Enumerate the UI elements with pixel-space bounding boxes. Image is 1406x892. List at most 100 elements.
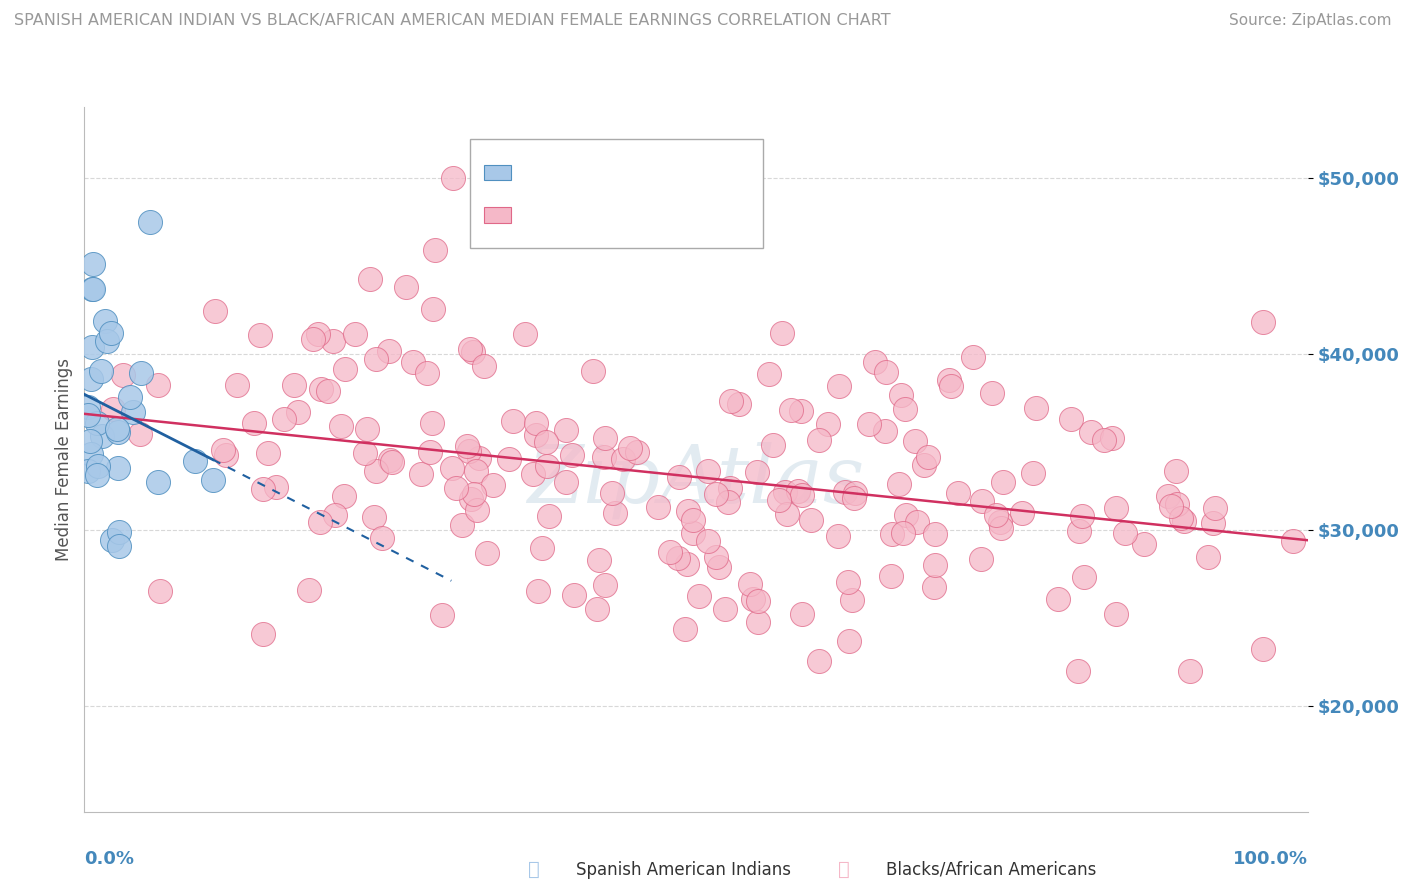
Point bbox=[441, 460, 464, 475]
Point bbox=[522, 467, 544, 482]
Point bbox=[364, 351, 387, 366]
Point bbox=[354, 446, 377, 460]
Point bbox=[425, 243, 447, 257]
Point bbox=[673, 622, 696, 636]
Point bbox=[502, 414, 524, 428]
Point bbox=[1197, 550, 1219, 565]
Point bbox=[1073, 569, 1095, 583]
Point bbox=[688, 589, 710, 603]
Point bbox=[371, 532, 394, 546]
Point bbox=[728, 397, 751, 411]
Point bbox=[82, 257, 104, 271]
Point bbox=[912, 458, 935, 473]
Text: Spanish American Indians: Spanish American Indians bbox=[576, 861, 792, 879]
Point bbox=[118, 391, 141, 405]
Point bbox=[675, 557, 697, 571]
Point bbox=[90, 364, 112, 378]
Point bbox=[879, 568, 901, 582]
Point bbox=[790, 607, 813, 621]
Point bbox=[714, 602, 737, 616]
Text: R =: R = bbox=[523, 163, 561, 182]
Point bbox=[776, 507, 799, 521]
Point bbox=[990, 521, 1012, 535]
Point bbox=[307, 326, 329, 341]
Text: N =: N = bbox=[664, 206, 709, 224]
Point bbox=[1092, 433, 1115, 447]
Point bbox=[770, 326, 793, 340]
Point bbox=[720, 393, 742, 408]
Point bbox=[249, 327, 271, 342]
Point bbox=[82, 282, 104, 296]
Point bbox=[790, 404, 813, 418]
Point bbox=[450, 517, 472, 532]
Point bbox=[875, 365, 897, 379]
Point bbox=[647, 500, 669, 514]
Point bbox=[817, 417, 839, 431]
Point bbox=[184, 454, 207, 468]
Point bbox=[696, 533, 718, 548]
Point bbox=[356, 422, 378, 436]
Point bbox=[364, 463, 387, 477]
Text: Source: ZipAtlas.com: Source: ZipAtlas.com bbox=[1229, 13, 1392, 29]
Point bbox=[534, 434, 557, 449]
Point bbox=[841, 593, 863, 607]
Text: SPANISH AMERICAN INDIAN VS BLACK/AFRICAN AMERICAN MEDIAN FEMALE EARNINGS CORRELA: SPANISH AMERICAN INDIAN VS BLACK/AFRICAN… bbox=[14, 13, 890, 29]
Point bbox=[464, 464, 486, 478]
Point bbox=[103, 402, 125, 417]
Point bbox=[316, 384, 339, 399]
Point bbox=[90, 429, 112, 443]
Point bbox=[524, 428, 547, 442]
Point bbox=[562, 588, 585, 602]
Point bbox=[600, 486, 623, 500]
Point bbox=[330, 419, 353, 434]
Point bbox=[593, 431, 616, 445]
Point bbox=[108, 525, 131, 540]
FancyBboxPatch shape bbox=[484, 207, 512, 223]
Point bbox=[880, 527, 903, 541]
Point bbox=[588, 553, 610, 567]
Point bbox=[990, 515, 1012, 529]
Text: ZipAtlas: ZipAtlas bbox=[527, 442, 865, 519]
Point bbox=[1011, 506, 1033, 520]
Point bbox=[626, 445, 648, 459]
Point bbox=[962, 350, 984, 364]
Point bbox=[844, 486, 866, 500]
Text: 0.0%: 0.0% bbox=[84, 850, 135, 869]
Point bbox=[858, 417, 880, 431]
Point bbox=[215, 448, 238, 462]
Point bbox=[682, 525, 704, 540]
Point bbox=[1070, 509, 1092, 524]
Point bbox=[444, 481, 467, 495]
Point bbox=[1204, 501, 1226, 516]
Point bbox=[146, 475, 169, 489]
Point bbox=[80, 340, 103, 354]
Point bbox=[1105, 607, 1128, 622]
Point bbox=[243, 417, 266, 431]
Point bbox=[938, 373, 960, 387]
Point bbox=[1114, 526, 1136, 541]
Point bbox=[582, 364, 605, 378]
Point bbox=[704, 550, 727, 565]
Point bbox=[77, 400, 100, 414]
Point bbox=[112, 368, 135, 382]
Point bbox=[586, 602, 609, 616]
Point bbox=[1133, 537, 1156, 551]
Point bbox=[80, 282, 103, 296]
Point bbox=[709, 559, 731, 574]
Point bbox=[747, 594, 769, 608]
Text: N =: N = bbox=[664, 163, 709, 182]
Point bbox=[1101, 431, 1123, 445]
Point bbox=[86, 458, 108, 473]
Point bbox=[79, 434, 101, 448]
Point bbox=[309, 516, 332, 530]
Point bbox=[225, 377, 247, 392]
Point bbox=[273, 412, 295, 426]
Point bbox=[941, 379, 963, 393]
Point bbox=[456, 439, 478, 453]
Point bbox=[1080, 425, 1102, 439]
Point bbox=[668, 551, 690, 566]
Point bbox=[1022, 466, 1045, 480]
Point bbox=[1173, 515, 1195, 529]
Point bbox=[468, 451, 491, 466]
Y-axis label: Median Female Earnings: Median Female Earnings bbox=[55, 358, 73, 561]
